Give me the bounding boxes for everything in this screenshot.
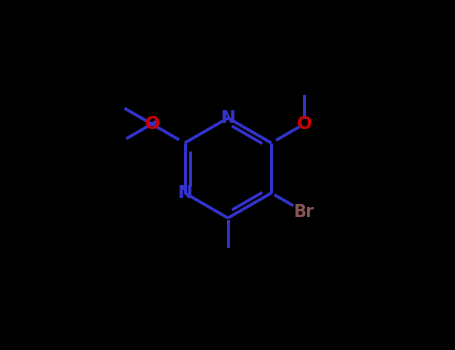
Text: N: N: [177, 184, 192, 202]
Text: N: N: [221, 109, 236, 127]
Text: O: O: [144, 115, 159, 133]
Text: O: O: [297, 115, 312, 133]
Text: Br: Br: [294, 203, 315, 221]
